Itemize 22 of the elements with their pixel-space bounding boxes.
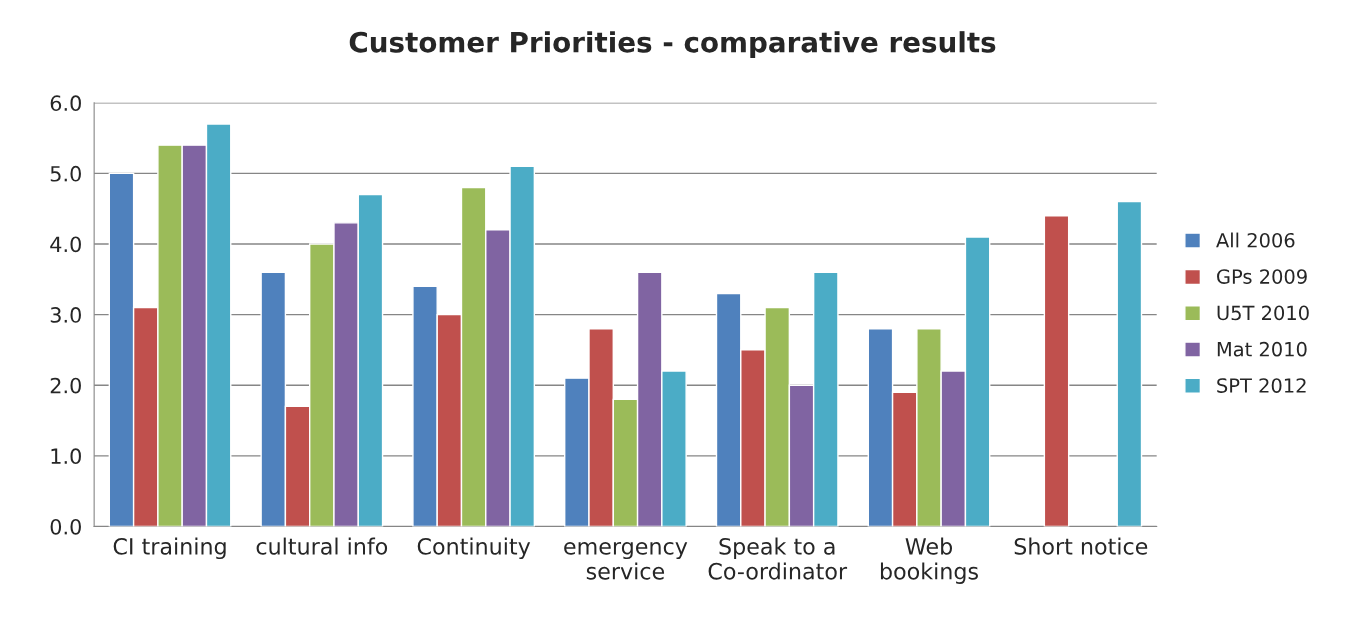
legend-label: U5T 2010 [1217,305,1309,321]
y-tick-label: 1.0 [51,448,81,465]
x-tick-label: emergency service [564,541,688,580]
chart-title: Customer Priorities - comparative results [349,31,996,59]
x-tick-label: CI training [113,537,226,560]
y-tick-label: 4.0 [50,236,81,253]
legend-label: SPT 2012 [1217,378,1306,393]
legend-label: All 2006 [1216,232,1295,248]
x-tick-label: Continuity [417,537,531,560]
y-tick-label: 2.0 [50,377,81,394]
y-tick-label: 3.0 [50,307,81,323]
x-tick-label: Web bookings [880,537,978,584]
legend-label: Mat 2010 [1217,341,1307,357]
x-tick-label: Speak to a Co-ordinator [708,537,848,580]
bar [1043,215,1070,527]
x-tick-label: Short notice [1014,537,1148,555]
y-tick-label: 5.0 [50,165,81,182]
x-tick-label: cultural info [256,537,388,555]
y-tick-label: 0.0 [50,518,81,535]
legend-label: GPs 2009 [1217,269,1307,284]
y-tick-label: 6.0 [50,95,81,112]
bar [1116,200,1143,527]
